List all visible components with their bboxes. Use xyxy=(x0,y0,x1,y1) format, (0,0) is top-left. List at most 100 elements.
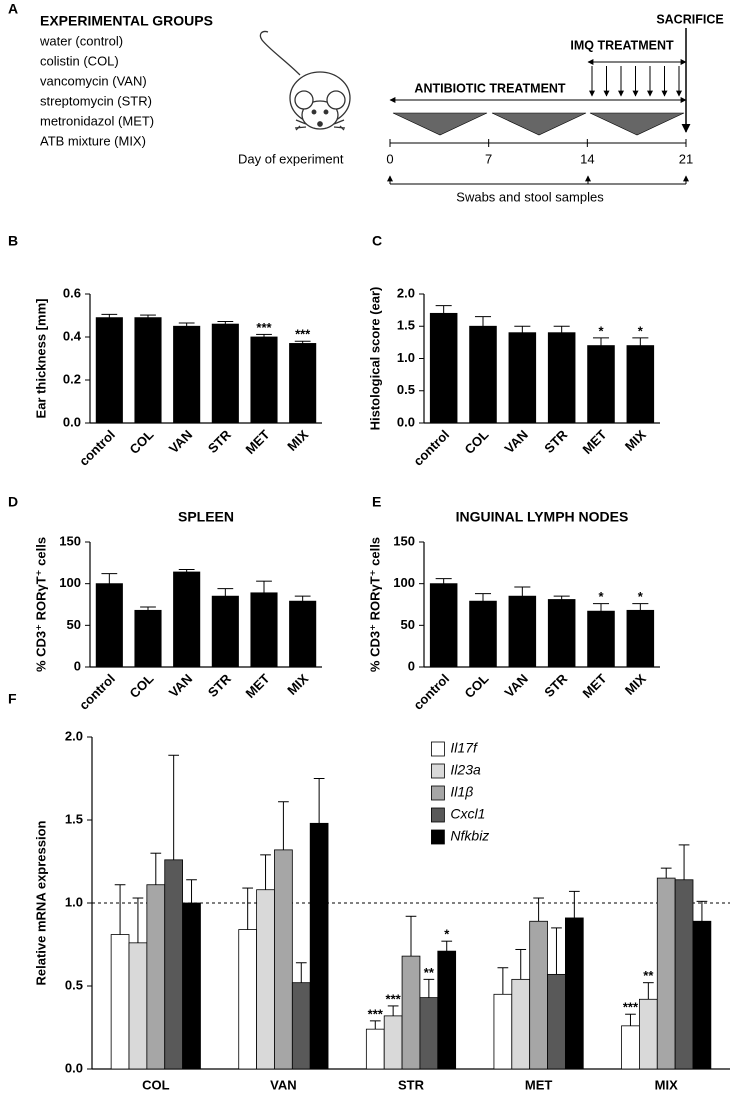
x-tick-label: VAN xyxy=(166,671,195,700)
error-bar xyxy=(387,1005,399,1016)
legend-label: Cxcl1 xyxy=(450,806,485,822)
group-list: water (control) colistin (COL) vancomycin … xyxy=(39,33,154,148)
significance: * xyxy=(638,323,644,338)
significance: * xyxy=(638,589,644,604)
x-tick-label: control xyxy=(410,671,452,713)
bar xyxy=(508,595,537,668)
y-tick-label: 0.5 xyxy=(397,382,415,397)
error-bar xyxy=(553,325,570,333)
error-bar xyxy=(642,982,654,1000)
x-tick-label: MET xyxy=(243,427,273,457)
bar xyxy=(419,997,439,1070)
x-tick-label: COL xyxy=(142,1077,170,1092)
error-bar xyxy=(568,890,580,918)
y-tick-label: 2.0 xyxy=(65,728,83,743)
chart-title: SPLEEN xyxy=(178,509,234,525)
y-tick-label: 150 xyxy=(393,533,415,548)
legend-label: Il17f xyxy=(450,740,479,756)
error-bar xyxy=(217,321,234,325)
x-tick-label: control xyxy=(76,671,118,713)
y-axis-label: Ear thickness [mm] xyxy=(33,299,48,419)
y-tick-label: 100 xyxy=(59,575,81,590)
error-bar xyxy=(132,897,144,943)
error-bar xyxy=(497,967,509,995)
error-bar xyxy=(533,897,544,922)
x-tick-label: MIX xyxy=(622,427,649,454)
legend-swatch xyxy=(431,785,445,801)
bar xyxy=(383,1015,403,1070)
day-axis-label: Day of experiment xyxy=(238,151,344,166)
bar xyxy=(692,920,712,1070)
bar xyxy=(128,942,148,1070)
group-item: vancomycin (VAN) xyxy=(40,73,147,88)
day-label: 21 xyxy=(679,151,693,166)
y-axis-label: Relative mRNA expression xyxy=(33,820,48,985)
y-tick-label: 50 xyxy=(67,617,81,632)
error-bar xyxy=(313,778,325,824)
bar xyxy=(291,982,311,1070)
error-bar xyxy=(140,606,156,611)
legend-swatch xyxy=(431,763,445,779)
x-tick-label: VAN xyxy=(166,427,195,456)
panel-label: A xyxy=(8,1,18,17)
bar xyxy=(95,317,123,424)
x-tick-label: COL xyxy=(462,671,492,701)
x-tick-label: VAN xyxy=(502,427,531,456)
error-bar xyxy=(632,603,649,611)
bar xyxy=(110,934,130,1070)
bar xyxy=(250,336,278,424)
error-bar xyxy=(114,884,126,935)
imq-doses xyxy=(589,66,682,97)
significance: ** xyxy=(643,968,654,983)
x-tick-label: COL xyxy=(462,427,492,457)
bar xyxy=(429,312,458,424)
day-label: 0 xyxy=(386,151,393,166)
bar xyxy=(365,1028,385,1070)
y-axis-label: Histological score (ear) xyxy=(367,287,382,431)
y-tick-label: 0.5 xyxy=(65,977,83,992)
error-bar xyxy=(178,322,195,327)
x-tick-label: COL xyxy=(127,671,157,701)
error-bar xyxy=(441,940,453,952)
x-tick-label: MIX xyxy=(284,427,311,454)
error-bar xyxy=(294,595,311,602)
y-tick-label: 2.0 xyxy=(397,285,415,300)
bar xyxy=(547,332,576,424)
error-bar xyxy=(217,588,234,597)
bar xyxy=(511,978,531,1070)
x-tick-label: STR xyxy=(205,427,234,456)
significance: * xyxy=(598,323,604,338)
error-bar xyxy=(256,333,272,337)
error-bar xyxy=(294,340,311,344)
legend-swatch xyxy=(431,829,445,845)
y-axis-label: % CD3⁺ RORγT⁺ cells xyxy=(367,537,382,672)
x-tick-label: STR xyxy=(541,671,570,700)
samples-label: Swabs and stool samples xyxy=(456,189,604,204)
bar xyxy=(529,920,548,1070)
x-tick-label: control xyxy=(410,427,452,469)
significance: *** xyxy=(256,320,272,335)
group-item: streptomycin (STR) xyxy=(40,93,152,108)
bar xyxy=(173,325,201,424)
error-bar xyxy=(101,313,118,318)
group-item: water (control) xyxy=(39,33,123,48)
error-bar xyxy=(295,962,307,983)
y-tick-label: 0.0 xyxy=(397,414,415,429)
y-tick-label: 0.6 xyxy=(63,285,81,300)
bar xyxy=(309,822,329,1070)
significance: *** xyxy=(623,1000,639,1015)
error-bar xyxy=(592,603,610,612)
x-tick-label: MIX xyxy=(655,1077,678,1092)
error-bar xyxy=(150,852,162,885)
y-tick-label: 1.5 xyxy=(65,811,83,826)
x-tick-label: VAN xyxy=(270,1077,296,1092)
bar xyxy=(674,879,694,1070)
error-bar xyxy=(474,593,492,602)
treatment-triangles xyxy=(392,112,685,136)
panel-label: F xyxy=(8,691,17,707)
error-bar xyxy=(514,586,531,597)
panel-label: C xyxy=(372,233,382,249)
groups-heading: EXPERIMENTAL GROUPS xyxy=(40,13,213,29)
x-tick-label: MET xyxy=(243,671,273,701)
